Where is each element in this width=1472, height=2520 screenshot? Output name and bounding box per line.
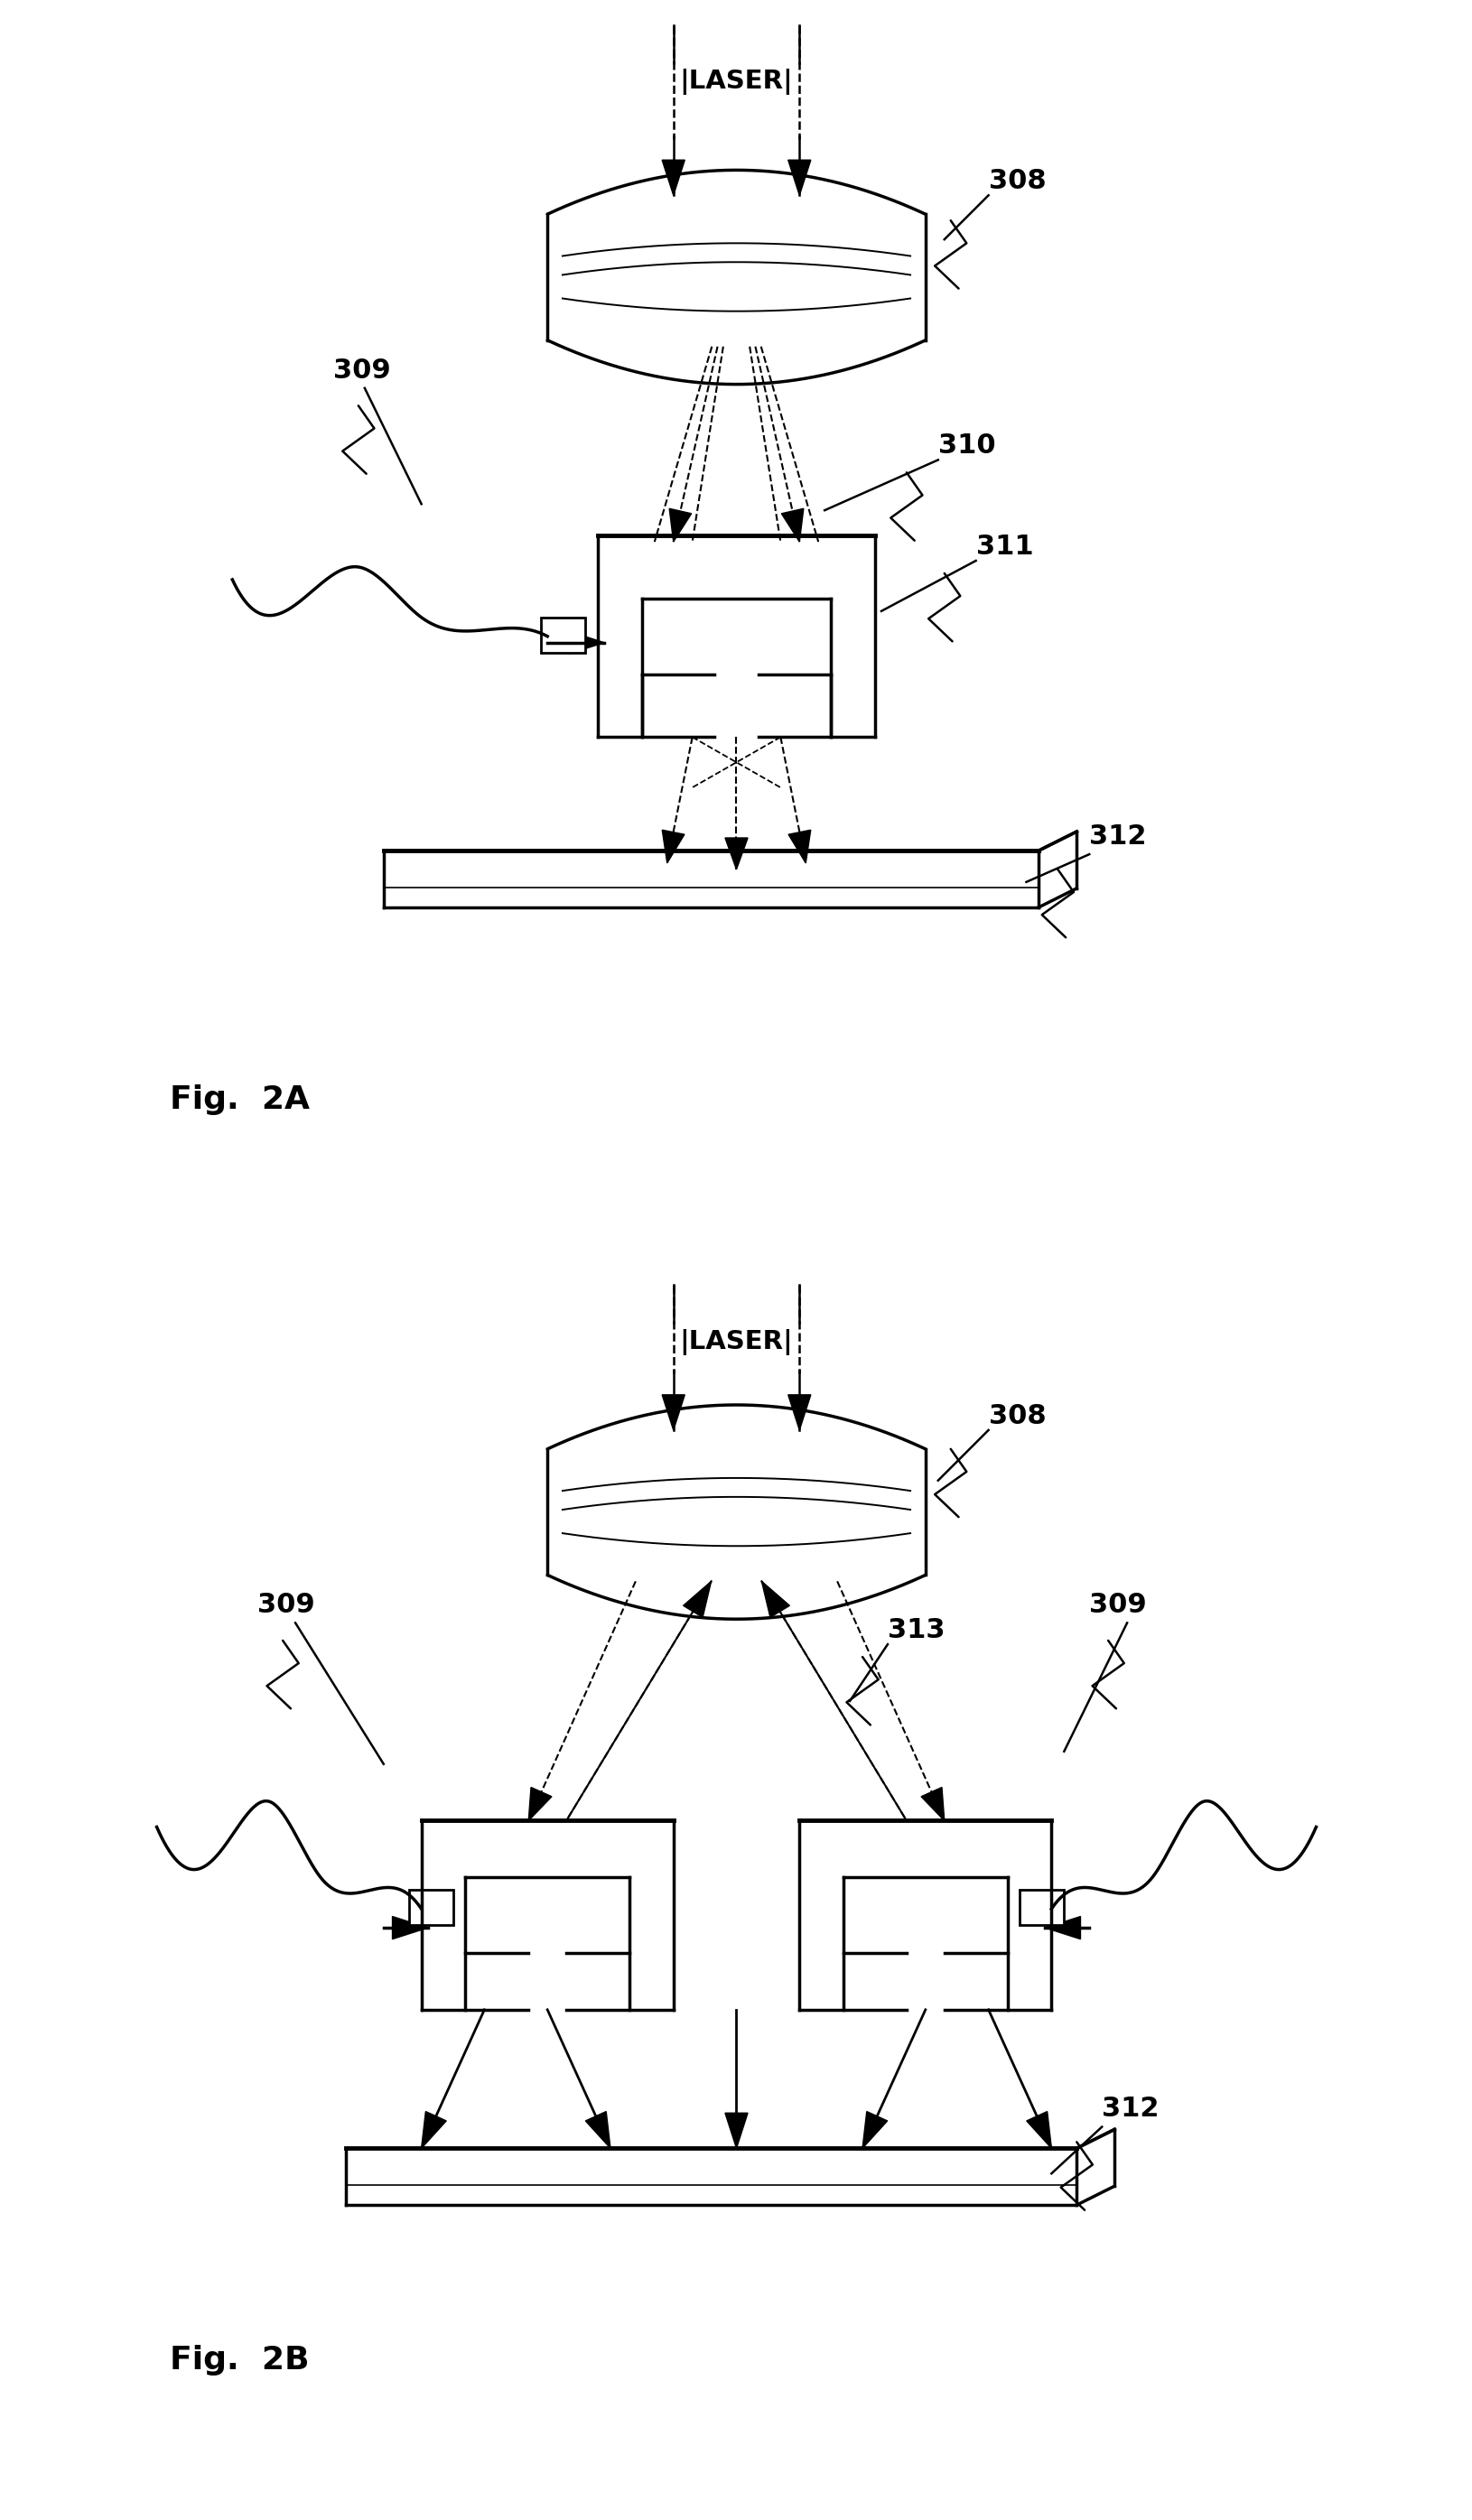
Text: 312: 312 — [1101, 2097, 1158, 2122]
Polygon shape — [782, 509, 804, 542]
Text: 309: 309 — [333, 358, 390, 383]
Text: 308: 308 — [988, 169, 1045, 194]
Polygon shape — [863, 2112, 886, 2147]
Polygon shape — [421, 2112, 446, 2147]
Bar — [409, 1890, 452, 1925]
Text: 311: 311 — [976, 534, 1033, 559]
Text: 309: 309 — [258, 1593, 315, 1618]
Polygon shape — [568, 633, 604, 653]
Polygon shape — [662, 1396, 684, 1431]
Polygon shape — [1045, 1915, 1080, 1940]
Polygon shape — [668, 509, 690, 542]
Text: Fig.  2A: Fig. 2A — [169, 1084, 309, 1116]
Bar — [540, 617, 584, 653]
Text: |LASER|: |LASER| — [679, 1328, 793, 1356]
Text: 308: 308 — [988, 1404, 1045, 1429]
Polygon shape — [392, 1915, 427, 1940]
Polygon shape — [788, 1396, 810, 1431]
Polygon shape — [662, 161, 684, 197]
Polygon shape — [761, 1583, 789, 1618]
Text: 310: 310 — [938, 433, 995, 459]
Polygon shape — [788, 161, 810, 197]
Text: 313: 313 — [888, 1618, 945, 1643]
Text: 312: 312 — [1089, 824, 1147, 849]
Polygon shape — [724, 2112, 748, 2147]
Text: Fig.  2B: Fig. 2B — [169, 2344, 309, 2376]
Text: 309: 309 — [1089, 1593, 1147, 1618]
Polygon shape — [586, 2112, 609, 2147]
Polygon shape — [920, 1787, 944, 1819]
Polygon shape — [788, 829, 810, 862]
Polygon shape — [683, 1583, 711, 1618]
Polygon shape — [528, 1787, 552, 1819]
Bar — [1020, 1890, 1063, 1925]
Polygon shape — [662, 829, 684, 862]
Polygon shape — [1026, 2112, 1051, 2147]
Text: |LASER|: |LASER| — [679, 68, 793, 96]
Polygon shape — [724, 837, 748, 869]
